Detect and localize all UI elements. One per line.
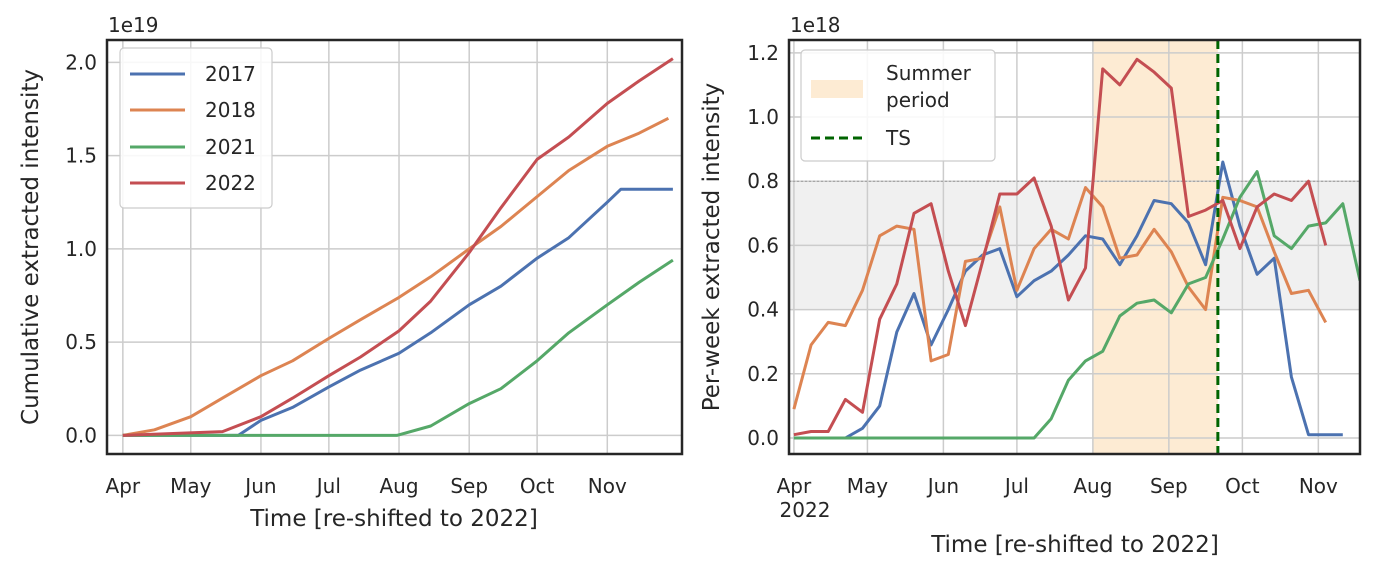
per-week-chart-legend: Summer period TS [800, 49, 996, 162]
per-week-chart-y-label: Per-week extracted intensity [699, 83, 725, 412]
per-week-chart: Apr May Jun Jul Aug Sep Oct Nov 0.0 0.2 0.4 0.6 0.8… [699, 13, 1362, 558]
legend-label-summer-line2: period [886, 88, 950, 112]
series-line-2021 [122, 258, 674, 437]
y-tick-label: 1.0 [747, 105, 779, 129]
per-week-chart-y-ticks: 0.0 0.2 0.4 0.6 0.8 1.0 1.2 [747, 41, 779, 450]
legend-box [119, 47, 273, 209]
cumulative-chart: Apr May Jun Jul Aug Sep Oct Nov 0.0 0.5 1.0 1.5 2.0… [18, 13, 684, 532]
x-tick-label: Nov [1299, 474, 1338, 498]
cumulative-chart-border [105, 38, 684, 456]
x-tick-label: Jul [1003, 474, 1029, 498]
x-tick-label: Aug [1073, 474, 1112, 498]
y-tick-label: 0.0 [747, 426, 779, 450]
legend-label-2021: 2021 [205, 135, 256, 159]
per-week-chart-year-label: 2022 [780, 498, 831, 522]
legend-label-2017: 2017 [205, 62, 256, 86]
per-week-chart-offset-text: 1e18 [790, 13, 840, 37]
per-week-chart-x-label: Time [re-shifted to 2022] [930, 532, 1219, 558]
x-tick-label: Sep [450, 474, 488, 498]
series-line-2017 [793, 160, 1343, 440]
x-tick-label: Apr [106, 474, 141, 498]
cumulative-chart-offset-text: 1e19 [108, 13, 158, 37]
legend-label-2018: 2018 [205, 98, 256, 122]
x-tick-label: Oct [1225, 474, 1260, 498]
y-tick-label: 0.4 [747, 298, 779, 322]
cumulative-chart-x-ticks: Apr May Jun Jul Aug Sep Oct Nov [106, 474, 627, 498]
y-tick-label: 0.0 [65, 423, 97, 447]
x-tick-label: Sep [1150, 474, 1188, 498]
cumulative-chart-y-label: Cumulative extracted intensity [18, 69, 44, 425]
series-line-2018 [792, 186, 1328, 410]
y-tick-label: 0.8 [747, 169, 779, 193]
x-tick-label: Jul [315, 474, 341, 498]
series-line-2022 [793, 57, 1328, 437]
series-line-2022 [122, 57, 674, 437]
x-tick-label: Nov [588, 474, 627, 498]
per-week-chart-x-ticks: Apr May Jun Jul Aug Sep Oct Nov [777, 474, 1338, 498]
legend-box [800, 49, 996, 162]
series-line-2021 [793, 170, 1360, 440]
cumulative-chart-x-label: Time [re-shifted to 2022] [249, 506, 538, 532]
x-tick-label: May [847, 474, 889, 498]
x-tick-label: Aug [379, 474, 418, 498]
x-tick-label: Oct [520, 474, 555, 498]
cumulative-chart-y-ticks: 0.0 0.5 1.0 1.5 2.0 [65, 50, 97, 447]
y-tick-label: 1.0 [65, 237, 97, 261]
y-tick-label: 0.6 [747, 233, 779, 257]
x-tick-label: Jun [926, 474, 959, 498]
legend-label-ts: TS [885, 126, 911, 150]
y-tick-label: 0.2 [747, 362, 779, 386]
y-tick-label: 1.5 [65, 144, 97, 168]
x-tick-label: Apr [777, 474, 812, 498]
series-line-2017 [122, 187, 673, 437]
per-week-chart-border [787, 38, 1362, 456]
cumulative-chart-series [122, 57, 674, 437]
x-tick-label: May [170, 474, 212, 498]
y-tick-label: 1.2 [747, 41, 779, 65]
y-tick-label: 2.0 [65, 50, 97, 74]
legend-label-summer-line1: Summer [886, 61, 972, 85]
series-line-2018 [122, 116, 670, 437]
y-tick-label: 0.5 [65, 330, 97, 354]
x-tick-label: Jun [243, 474, 276, 498]
legend-swatch-summer-period [811, 80, 863, 98]
per-week-chart-series [792, 57, 1360, 440]
cumulative-chart-legend: 2017 2018 2021 2022 [119, 47, 273, 209]
legend-label-2022: 2022 [205, 171, 256, 195]
